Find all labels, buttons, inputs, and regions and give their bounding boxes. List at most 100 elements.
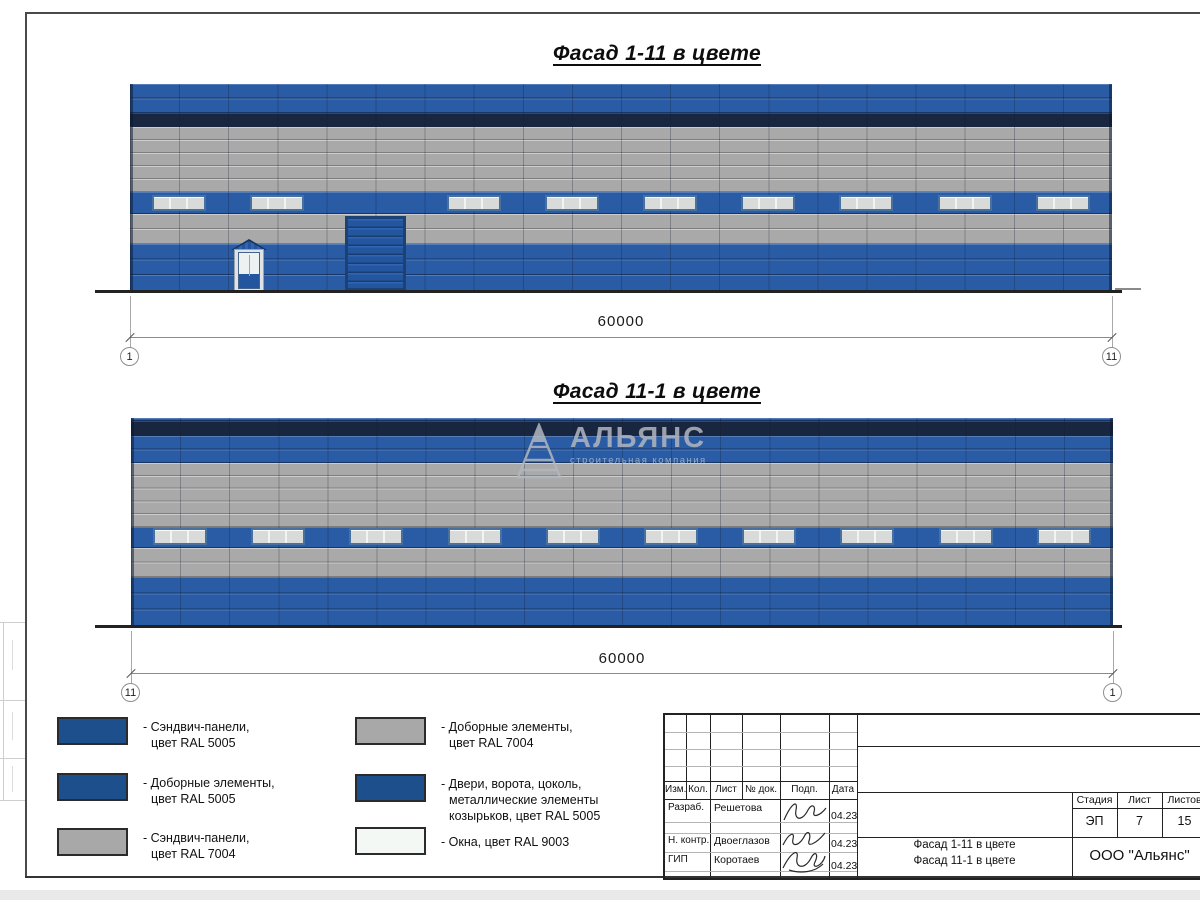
title-block-line [1162,792,1163,837]
door-leaf [238,252,260,289]
title-block-line [665,833,857,834]
title-block-text: Лист [715,784,737,795]
title-block-line [857,792,1200,793]
margin-table-mark [12,766,13,792]
axis-bubble-right-facade1: 11 [1102,347,1121,366]
title-block-text: ЭП [1085,814,1104,828]
title-block-line [829,715,830,878]
title-block-line [665,749,857,750]
window [545,528,600,545]
title-block-text: Подп. [791,784,818,795]
dimension-value-facade1: 60000 [597,313,645,330]
panel-band-gray [131,463,1113,527]
panel-joints [131,418,1113,626]
title-block-text: Фасад 1-11 в цвете [913,839,1016,851]
legend-color-swatch [57,717,128,745]
legend-item: - Сэндвич-панели, цвет RAL 7004 [57,828,347,861]
legend-item: - Двери, ворота, цоколь, металлические эл… [355,774,655,823]
sheet-frame-top [25,12,1200,14]
panel-band-gray [130,214,1112,244]
legend-item: - Доборные элементы, цвет RAL 5005 [57,773,347,806]
title-block-line [665,822,857,823]
page-bottom-strip [0,890,1200,900]
legend-label: - Доборные элементы, цвет RAL 5005 [143,776,275,806]
title-block-line [665,781,857,782]
legend-label: - Сэндвич-панели, цвет RAL 7004 [143,831,250,861]
window [446,195,501,211]
window [153,528,207,545]
title-block-text: Н. контр. [668,835,710,846]
window [251,528,306,545]
door-frame [234,249,264,291]
title-block-text: Дата [831,784,855,795]
entrance-door [231,239,267,291]
sheet-frame-bottom [25,876,1200,878]
title-block-line [665,852,857,853]
title-block-text: Стадия [1076,794,1113,806]
window [152,195,206,211]
title-block-text: ООО "Альянс" [1089,847,1190,864]
window [447,528,502,545]
axis-bubble-left-facade2: 11 [121,683,140,702]
title-block-line [686,715,687,799]
dimension-line-facade2 [131,673,1113,674]
extension-line [1112,296,1113,348]
title-block-line [665,732,857,733]
title-block-text: Разраб. [668,802,705,813]
canopy-gable-fill [233,241,265,250]
legend-color-swatch [57,773,128,801]
title-block-line [1072,792,1073,878]
legend-item: - Окна, цвет RAL 9003 [355,827,655,857]
window [840,528,895,545]
legend-color-swatch [355,827,426,855]
legend-label: - Двери, ворота, цоколь, металлические эл… [441,777,601,823]
legend-column-left: - Сэндвич-панели, цвет RAL 5005 - Доборные… [57,717,347,877]
margin-table-line [0,700,25,701]
facade2-title: Фасад 11-1 в цвете [553,380,761,403]
signature [781,827,827,862]
panel-joints [130,84,1112,291]
title-block-text: 15 [1177,814,1192,828]
margin-table-mark [12,712,13,740]
corner-trim [131,418,134,626]
legend-item: - Сэндвич-панели, цвет RAL 5005 [57,717,347,750]
panel-band-blue [131,418,1113,421]
title-block-text: Лист [1128,794,1151,806]
window [1036,528,1091,545]
facade-1-11-drawing [130,84,1112,291]
title-block-line [742,715,743,799]
margin-table-line [0,758,25,759]
window [544,195,599,211]
margin-table-line [0,622,25,623]
title-block: Изм. Кол. Лист № док. Подп. Дата Разраб. Решето… [663,713,1200,880]
panel-band-blue [131,436,1113,463]
title-block-line [1072,808,1200,809]
title-block-line [1117,792,1118,837]
extension-line [131,631,132,685]
window [1035,195,1090,211]
facade-11-1-drawing [131,418,1113,626]
window [839,195,894,211]
panel-band-gray [130,127,1112,192]
panel-band-blue [130,244,1112,291]
ground-line-facade2 [95,625,1122,628]
title-block-text: Двоеглазов [714,835,770,847]
legend-label: - Доборные элементы, цвет RAL 7004 [441,720,573,750]
legend-label: - Сэндвич-панели, цвет RAL 5005 [143,720,250,750]
title-block-line [780,715,781,878]
legend-color-swatch [355,774,426,802]
title-block-text: 7 [1136,814,1143,828]
title-block-text: 04.23 [831,810,858,822]
facade1-title: Фасад 1-11 в цвете [553,42,761,65]
title-block-line [665,766,857,767]
title-block-text: ГИП [668,854,688,865]
margin-table-line [0,800,25,801]
title-block-text: 04.23 [831,838,858,850]
margin-table-mark [12,640,13,670]
window [349,528,404,545]
title-block-text: Коротаев [714,854,760,866]
extension-line [1113,631,1114,685]
title-block-text: Фасад 11-1 в цвете [913,855,1016,867]
window [937,195,992,211]
margin-table-line [3,622,4,800]
